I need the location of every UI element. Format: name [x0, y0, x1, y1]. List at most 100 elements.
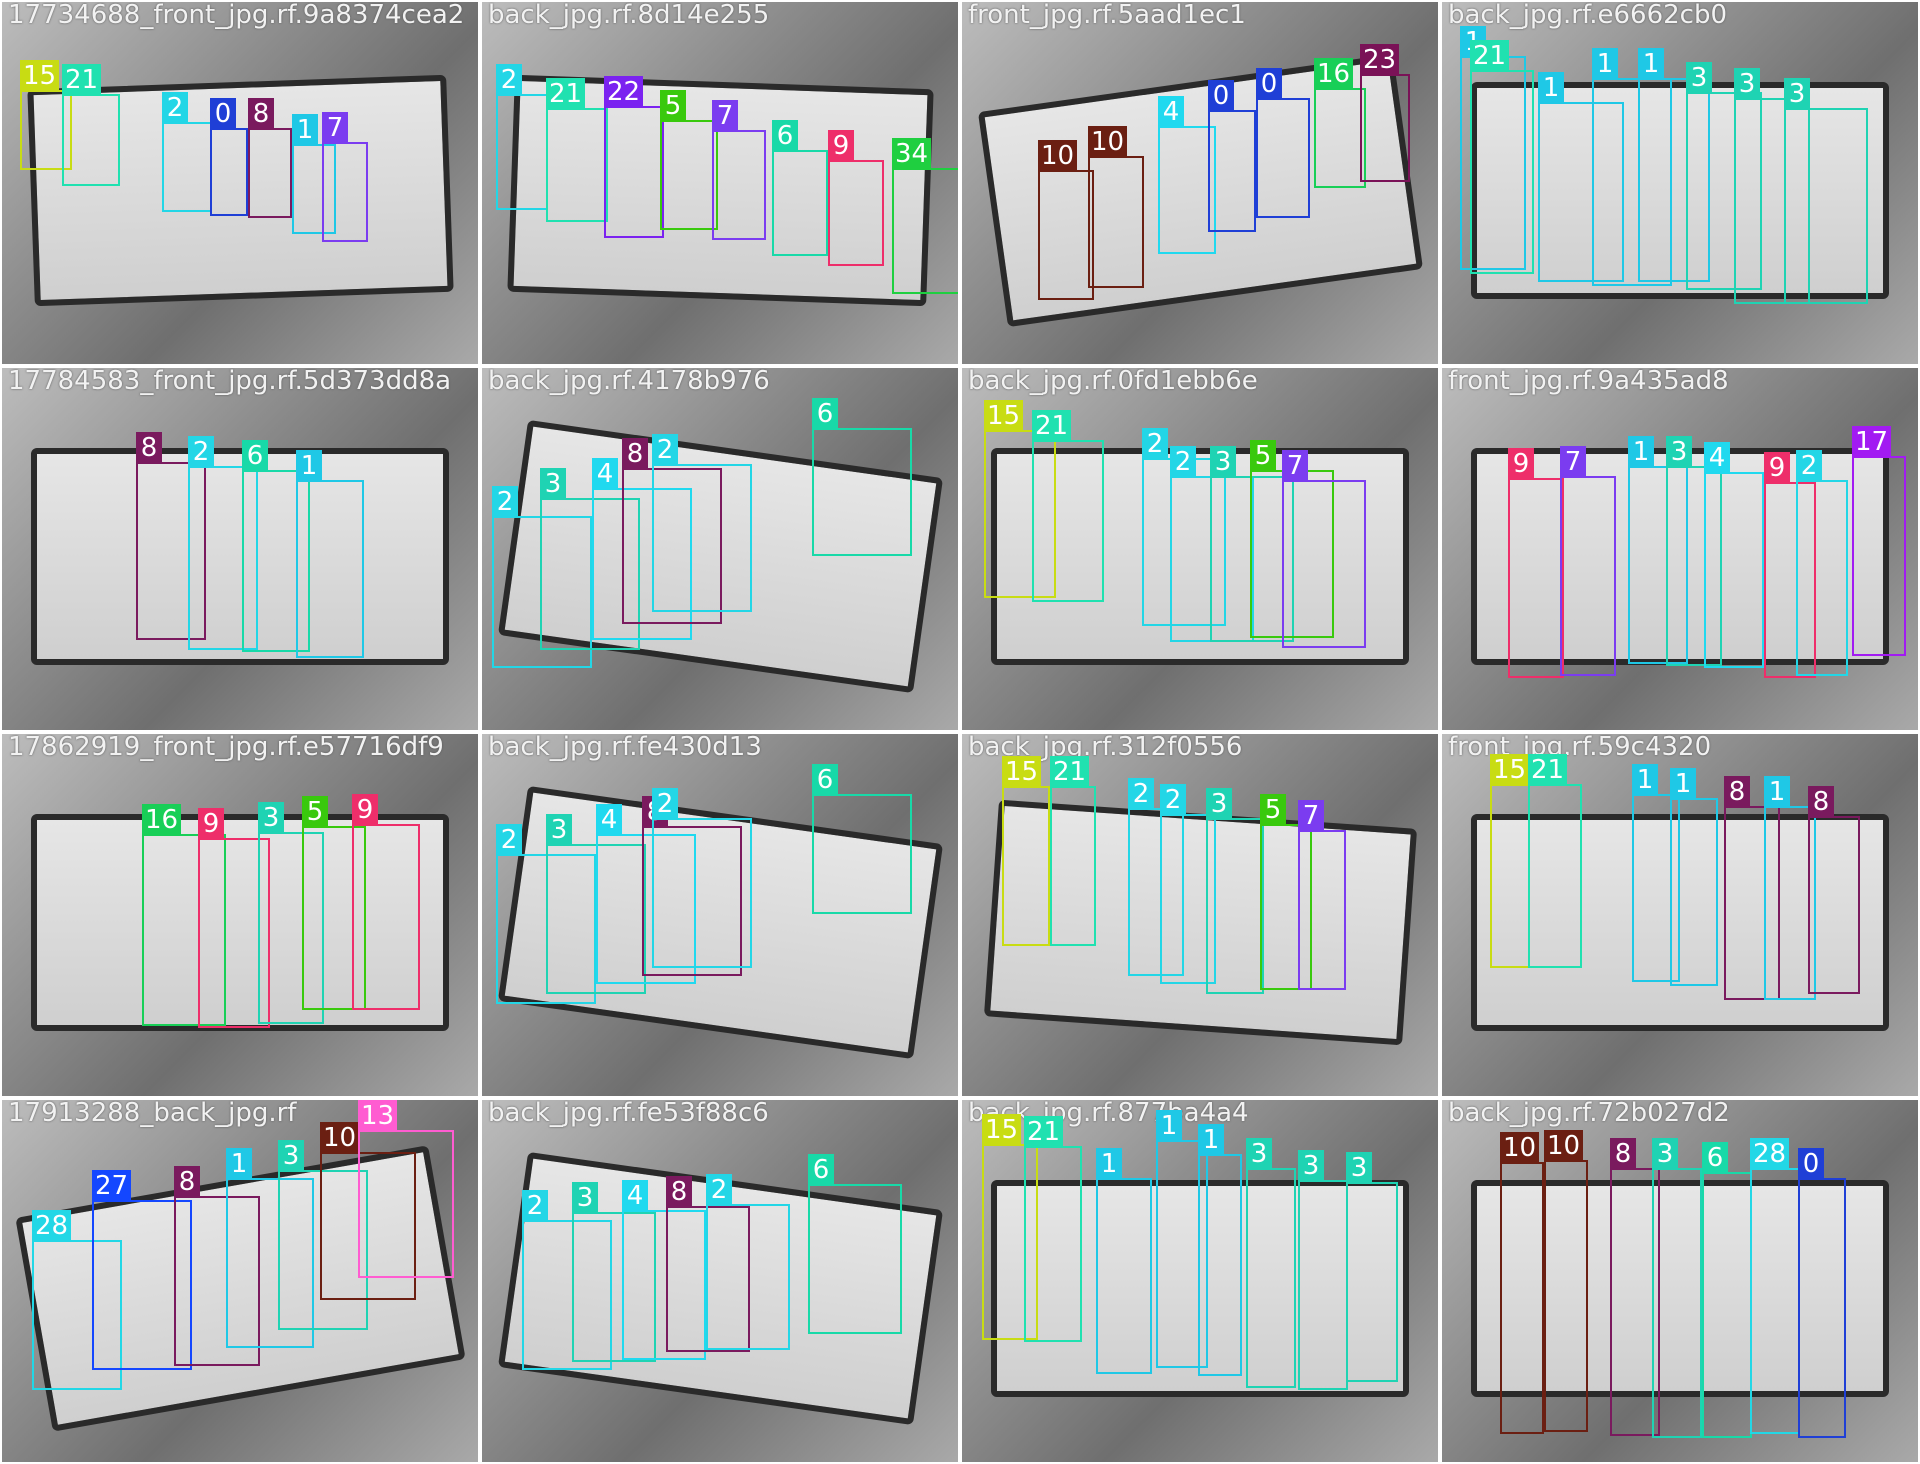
bounding-box: 0 — [1208, 80, 1256, 232]
class-label: 7 — [1560, 446, 1586, 478]
class-label: 4 — [596, 804, 622, 836]
image-tile: back_jpg.rf.e6662cb0121111333 — [1440, 0, 1920, 366]
class-label: 15 — [20, 60, 60, 92]
bounding-box: 1 — [1632, 764, 1680, 982]
bounding-box: 7 — [1560, 446, 1616, 676]
class-label: 1 — [1628, 436, 1654, 468]
class-label: 15 — [982, 1114, 1022, 1146]
bounding-box: 10 — [320, 1122, 416, 1300]
bounding-box: 2 — [1796, 450, 1848, 676]
bounding-box: 1 — [292, 114, 336, 234]
bounding-box: 7 — [712, 100, 766, 240]
bounding-box: 3 — [1206, 788, 1264, 994]
tile-filename: front_jpg.rf.5aad1ec1 — [968, 0, 1246, 30]
tile-filename: back_jpg.rf.fe53f88c6 — [488, 1098, 769, 1128]
class-label: 9 — [352, 794, 378, 826]
license-plate — [1470, 1179, 1890, 1397]
class-label: 9 — [1764, 452, 1790, 484]
class-label: 1 — [296, 450, 322, 482]
image-tile: 17784583_front_jpg.rf.5d373dd8a 8 2 6 1 — [0, 366, 480, 732]
bounding-box: 1 — [226, 1148, 314, 1348]
class-label: 3 — [1210, 446, 1236, 478]
bounding-box: 28 — [1750, 1138, 1800, 1434]
class-label: 1 — [226, 1148, 252, 1180]
class-label: 1 — [1764, 776, 1790, 808]
class-label: 21 — [1528, 754, 1568, 786]
class-label: 8 — [136, 432, 162, 464]
class-label: 5 — [660, 90, 686, 122]
bounding-box: 3 — [1666, 436, 1722, 666]
class-label: 1 — [1096, 1148, 1122, 1180]
class-label: 1 — [1592, 48, 1618, 80]
bounding-box: 6 — [242, 440, 310, 652]
bounding-box: 34 — [892, 138, 958, 294]
class-label: 8 — [1808, 786, 1834, 818]
class-label: 2 — [706, 1174, 732, 1206]
bounding-box: 4 — [592, 458, 692, 640]
class-label: 4 — [592, 458, 618, 490]
bounding-box: 10 — [1038, 140, 1094, 300]
class-label: 1 — [292, 114, 318, 146]
license-plate — [1470, 81, 1890, 299]
tile-filename: front_jpg.rf.9a435ad8 — [1448, 366, 1729, 396]
bounding-box: 9 — [1764, 452, 1816, 678]
bounding-box: 8 — [136, 432, 206, 640]
class-label: 5 — [1250, 440, 1276, 472]
bounding-box: 21 — [1528, 754, 1582, 968]
class-label: 3 — [258, 802, 284, 834]
bounding-box: 8 — [1808, 786, 1860, 994]
class-label: 4 — [622, 1180, 648, 1212]
class-label: 10 — [1500, 1132, 1540, 1164]
license-plate — [30, 813, 450, 1031]
class-label: 6 — [242, 440, 268, 472]
class-label: 15 — [1490, 754, 1530, 786]
class-label: 9 — [1508, 448, 1534, 480]
bounding-box: 21 — [546, 78, 608, 222]
bounding-box: 1 — [1764, 776, 1816, 1000]
image-tile: back_jpg.rf.fe53f88c6 2 3 4 8 2 6 — [480, 1098, 960, 1464]
bounding-box: 3 — [546, 814, 646, 994]
class-label: 6 — [812, 398, 838, 430]
bounding-box: 2 — [652, 434, 752, 612]
class-label: 1 — [1670, 768, 1696, 800]
tile-filename: back_jpg.rf.4178b976 — [488, 366, 770, 396]
bounding-box: 15 — [1490, 754, 1530, 968]
class-label: 3 — [1666, 436, 1692, 468]
image-tile: 17734688_front_jpg.rf.9a8374cea2 15 21 2 0 8 1… — [0, 0, 480, 366]
image-tile: back_jpg.rf.8d14e255 2 21 22 5 7 6 9 34 — [480, 0, 960, 366]
class-label: 2 — [1160, 784, 1186, 816]
class-label: 2 — [162, 92, 188, 124]
image-tile: front_jpg.rf.59c4320 15 21 1 1 8 1 8 — [1440, 732, 1920, 1098]
class-label: 2 — [188, 436, 214, 468]
bounding-box: 9 — [352, 794, 420, 1010]
bounding-box: 4 — [596, 804, 696, 984]
bounding-box: 1 — [1538, 72, 1624, 282]
bounding-box: 5 — [302, 796, 366, 1010]
class-label: 3 — [540, 468, 566, 500]
class-label: 3 — [1734, 68, 1760, 100]
class-label: 6 — [1702, 1142, 1728, 1174]
bounding-box: 27 — [92, 1170, 192, 1370]
class-label: 1 — [1638, 48, 1664, 80]
class-label: 3 — [278, 1140, 304, 1172]
class-label: 10 — [1088, 126, 1128, 158]
bounding-box: 15 — [20, 60, 72, 170]
class-label: 3 — [1206, 788, 1232, 820]
class-label: 8 — [248, 98, 274, 130]
bounding-box: 2 — [706, 1174, 790, 1350]
class-label: 6 — [812, 764, 838, 796]
class-label: 3 — [1346, 1152, 1372, 1184]
bounding-box: 15 — [984, 400, 1056, 598]
tile-filename: 17862919_front_jpg.rf.e57716df9 — [8, 732, 444, 762]
bounding-box: 15 — [982, 1114, 1038, 1340]
class-label: 6 — [808, 1154, 834, 1186]
image-tile: back_jpg.rf.fe430d13234826 — [480, 732, 960, 1098]
class-label: 21 — [1024, 1116, 1064, 1148]
class-label: 3 — [546, 814, 572, 846]
bounding-box: 4 — [1704, 442, 1764, 668]
bounding-box: 9 — [1508, 448, 1564, 678]
bounding-box: 2 — [162, 92, 212, 212]
bounding-box: 1 — [296, 450, 364, 658]
tile-filename: 17734688_front_jpg.rf.9a8374cea2 — [8, 0, 465, 30]
bounding-box: 6 — [1702, 1142, 1752, 1438]
